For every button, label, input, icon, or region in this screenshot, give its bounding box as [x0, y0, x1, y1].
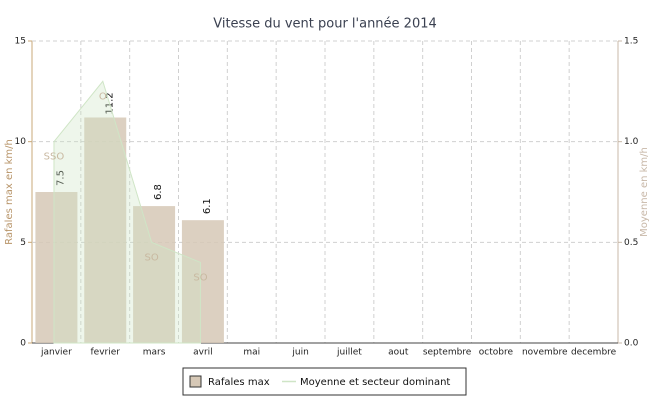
legend — [182, 367, 467, 396]
point-label: O — [99, 91, 107, 102]
legend-swatch — [189, 375, 202, 388]
y-tick-label: 0 — [20, 339, 26, 349]
bar — [133, 206, 176, 343]
point-label: SO — [193, 272, 207, 283]
x-tick-label: aout — [388, 348, 409, 358]
y2-tick-label: 1.0 — [624, 137, 639, 147]
y2-tick-label: 0.0 — [624, 339, 639, 349]
chart-title: Vitesse du vent pour l'année 2014 — [213, 17, 437, 32]
y2-tick-label: 1.5 — [624, 37, 638, 47]
legend-label: Rafales max — [208, 377, 270, 388]
vertical-grid — [80, 41, 619, 343]
y-tick-label: 10 — [15, 137, 27, 147]
point-label: SO — [145, 252, 159, 263]
y-tick-label: 15 — [15, 37, 26, 47]
x-tick-label: novembre — [522, 348, 568, 358]
value-label: 6.1 — [202, 198, 213, 214]
x-tick-label: mai — [243, 348, 260, 358]
bar — [181, 220, 224, 343]
value-label: 6.8 — [153, 184, 164, 200]
x-tick-label: fevrier — [91, 348, 121, 358]
x-tick-label: janvier — [40, 348, 72, 358]
bar — [35, 192, 78, 343]
y-axis-label: Rafales max en km/h — [4, 139, 15, 245]
x-tick-label: decembre — [571, 348, 617, 358]
value-label: 7.5 — [55, 170, 66, 186]
x-tick-label: juin — [291, 348, 308, 358]
point-label: SSO — [44, 152, 65, 163]
bar — [84, 117, 127, 343]
area — [53, 80, 201, 344]
legend-label: Moyenne et secteur dominant — [300, 377, 450, 388]
x-tick-label: juillet — [336, 348, 362, 358]
y2-tick-label: 0.5 — [624, 238, 638, 248]
x-tick-label: septembre — [423, 348, 472, 358]
x-tick-label: avril — [193, 348, 213, 358]
x-tick-label: mars — [143, 348, 166, 358]
y-tick-label: 5 — [20, 238, 26, 248]
y2-axis-label: Moyenne en km/h — [639, 147, 650, 237]
x-tick-label: octobre — [479, 348, 514, 358]
